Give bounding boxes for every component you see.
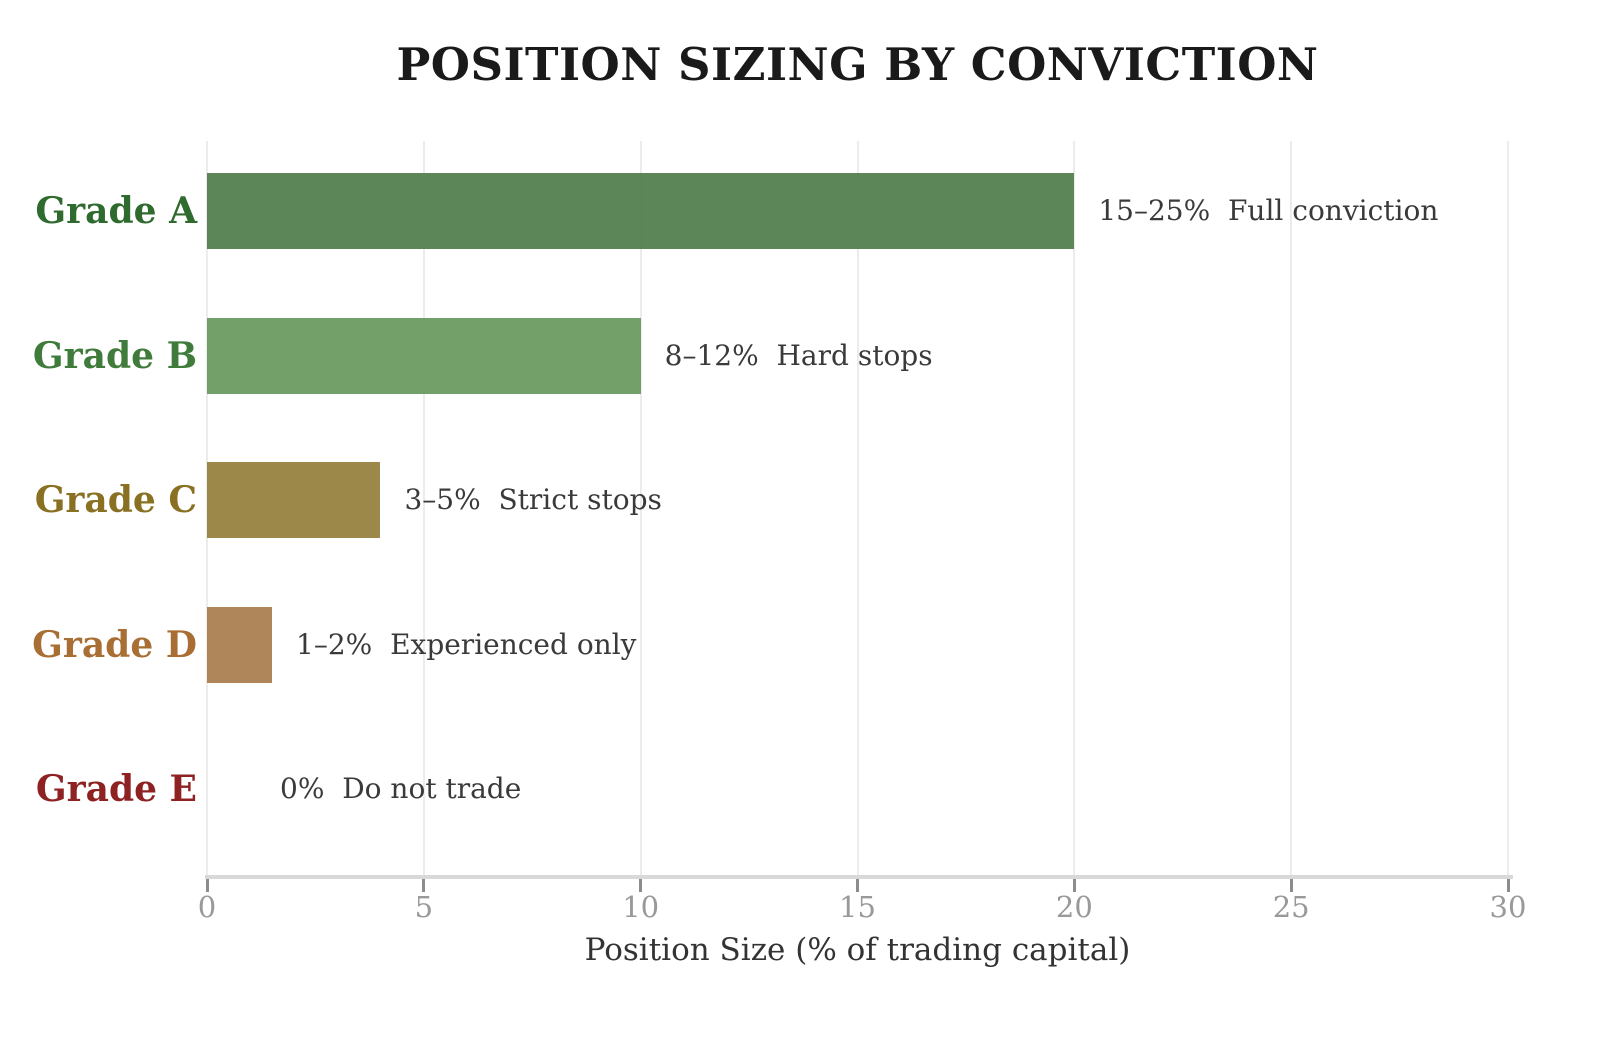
gridline-x-20: [1073, 141, 1076, 877]
x-tick-label-5: 5: [414, 890, 434, 924]
x-tick-mark-15: [856, 879, 859, 892]
x-tick-label-20: 20: [1055, 890, 1093, 924]
x-tick-mark-30: [1506, 879, 1510, 892]
x-axis-label: Position Size (% of trading capital): [584, 932, 1131, 968]
gridline-x-5: [422, 141, 425, 877]
gridline-x-30: [1507, 141, 1509, 877]
category-label-grade-d: Grade D: [32, 623, 197, 666]
x-tick-mark-25: [1289, 879, 1293, 892]
category-label-grade-a: Grade A: [35, 190, 197, 232]
category-label-grade-c: Grade C: [34, 479, 197, 521]
bar-grade-a: [207, 173, 1075, 249]
x-tick-label-25: 25: [1272, 890, 1310, 924]
bar-annotation-grade-b: 8–12% Hard stops: [664, 338, 933, 372]
bar-grade-d: [207, 606, 273, 683]
x-tick-mark-10: [639, 879, 643, 892]
x-tick-label-15: 15: [839, 890, 876, 924]
category-label-grade-e: Grade E: [35, 768, 197, 810]
chart-title: POSITION SIZING BY CONVICTION: [396, 38, 1319, 91]
x-tick-label-10: 10: [622, 890, 660, 924]
bar-annotation-grade-e: 0% Do not trade: [280, 772, 522, 805]
plot-area: 15–25% Full conviction 8–12% Hard stops 3–…: [206, 141, 1509, 877]
gridline-x-10: [639, 141, 642, 877]
category-label-grade-b: Grade B: [32, 334, 197, 377]
x-axis-line: [205, 875, 1513, 879]
x-tick-mark-20: [1072, 879, 1076, 892]
x-tick-mark-0: [205, 879, 209, 892]
x-tick-mark-5: [422, 879, 426, 892]
bar-grade-b: [207, 317, 641, 394]
gridline-x-15: [856, 141, 859, 877]
bar-annotation-grade-a: 15–25% Full conviction: [1098, 194, 1439, 227]
bar-grade-c: [207, 462, 381, 538]
x-tick-label-0: 0: [197, 890, 217, 924]
gridline-x-25: [1290, 141, 1293, 877]
x-tick-label-30: 30: [1489, 890, 1527, 924]
bar-annotation-grade-c: 3–5% Strict stops: [404, 483, 662, 516]
bar-annotation-grade-d: 1–2% Experienced only: [296, 627, 637, 661]
